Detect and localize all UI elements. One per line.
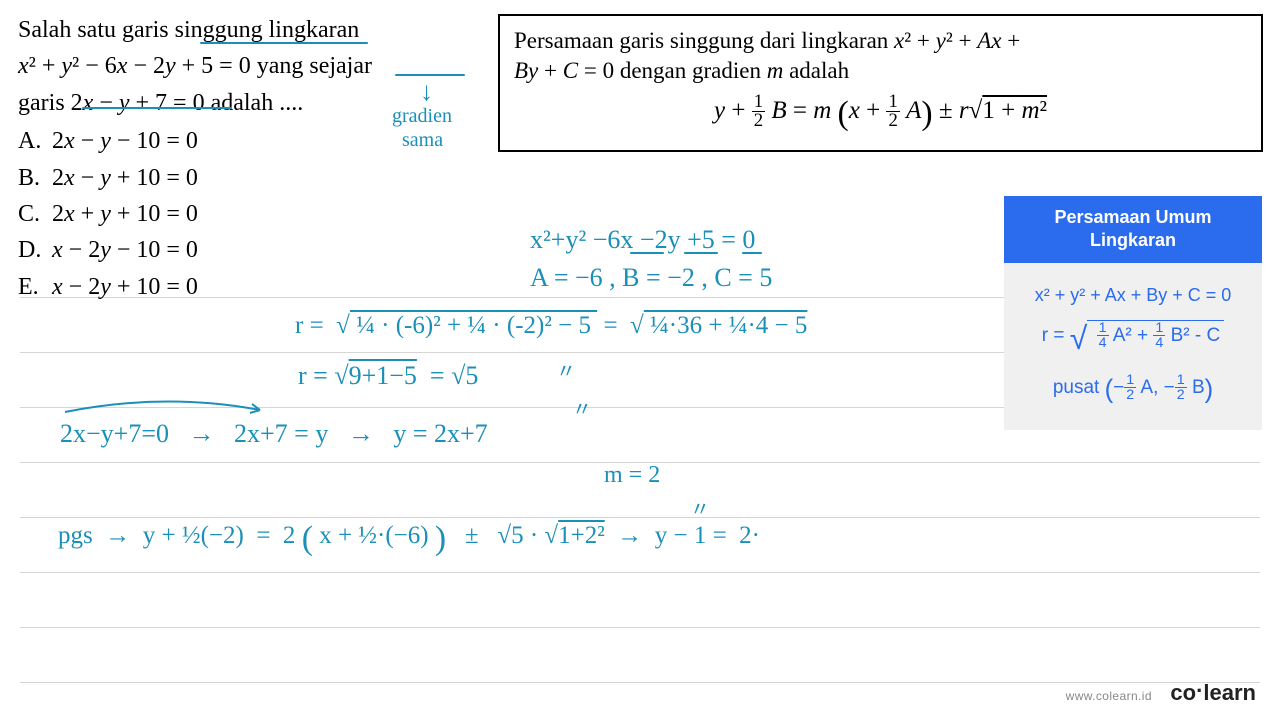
choice-d: D.x − 2y − 10 = 0: [18, 232, 488, 268]
footer-url: www.colearn.id: [1066, 689, 1152, 703]
sidebar-header: Persamaan Umum Lingkaran: [1004, 196, 1262, 263]
arrow-down-icon: ↓: [420, 76, 433, 107]
underline-2x-y-7: [82, 107, 232, 109]
choice-e: E.x − 2y + 10 = 0: [18, 269, 488, 305]
sidebar-eq-pusat: pusat (−12 A, −12 B): [1014, 373, 1252, 404]
ann-r-line1: r = √ ¼ · (-6)² + ¼ · (-2)² − 5 = √ ¼·36…: [295, 310, 807, 341]
curve-arrow-icon: [60, 398, 270, 416]
ann-sama: sama: [402, 128, 443, 153]
ann-tick3: 〃: [690, 498, 710, 523]
question-block: Salah satu garis singgung lingkaran x² +…: [18, 14, 488, 305]
ann-r-line2: r = √9+1−5 = √5: [298, 360, 478, 393]
ann-tick2: 〃: [556, 360, 576, 385]
question-line2: x² + y² − 6x − 2y + 5 = 0 yang sejajar: [18, 50, 488, 82]
formula-box: Persamaan garis singgung dari lingkaran …: [498, 14, 1263, 152]
ruled-line: [20, 627, 1260, 628]
sidebar-body: x² + y² + Ax + By + C = 0 r = √ 14 A² + …: [1004, 263, 1262, 430]
underline-garis-singgung: [200, 42, 368, 44]
ub-6x: [630, 252, 664, 254]
ann-m2: m = 2: [604, 460, 660, 490]
ruled-line: [20, 572, 1260, 573]
footer: www.colearn.id co·learn: [1066, 680, 1256, 706]
sidebar-panel: Persamaan Umum Lingkaran x² + y² + Ax + …: [1004, 196, 1262, 430]
formula-text1: Persamaan garis singgung dari lingkaran …: [514, 26, 1247, 56]
choice-c: C.2x + y + 10 = 0: [18, 196, 488, 232]
formula-text2: By + C = 0 dengan gradien m adalah: [514, 56, 1247, 86]
ub-5: [742, 252, 762, 254]
sidebar-eq1: x² + y² + Ax + By + C = 0: [1014, 285, 1252, 306]
ub-2y: [684, 252, 718, 254]
footer-brand: co·learn: [1170, 680, 1256, 705]
formula-equation: y + 12 B = m (x + 12 A) ± r√1 + m²: [514, 92, 1247, 136]
choice-b: B.2x − y + 10 = 0: [18, 160, 488, 196]
sidebar-title1: Persamaan Umum: [1010, 206, 1256, 229]
ann-abc: A = −6 , B = −2 , C = 5: [530, 262, 772, 295]
ann-line-2x: 2x−y+7=0 → 2x+7 = y → y = 2x+7: [60, 418, 488, 451]
sidebar-title2: Lingkaran: [1010, 229, 1256, 252]
ann-pgs: pgs → y + ½(−2) = 2 ( x + ½·(−6) ) ± √5 …: [58, 518, 760, 560]
sidebar-eq-r: r = √ 14 A² + 14 B² - C: [1014, 320, 1252, 357]
ann-tick1: 〃: [572, 398, 592, 423]
ann-gradien: gradien: [392, 104, 452, 129]
